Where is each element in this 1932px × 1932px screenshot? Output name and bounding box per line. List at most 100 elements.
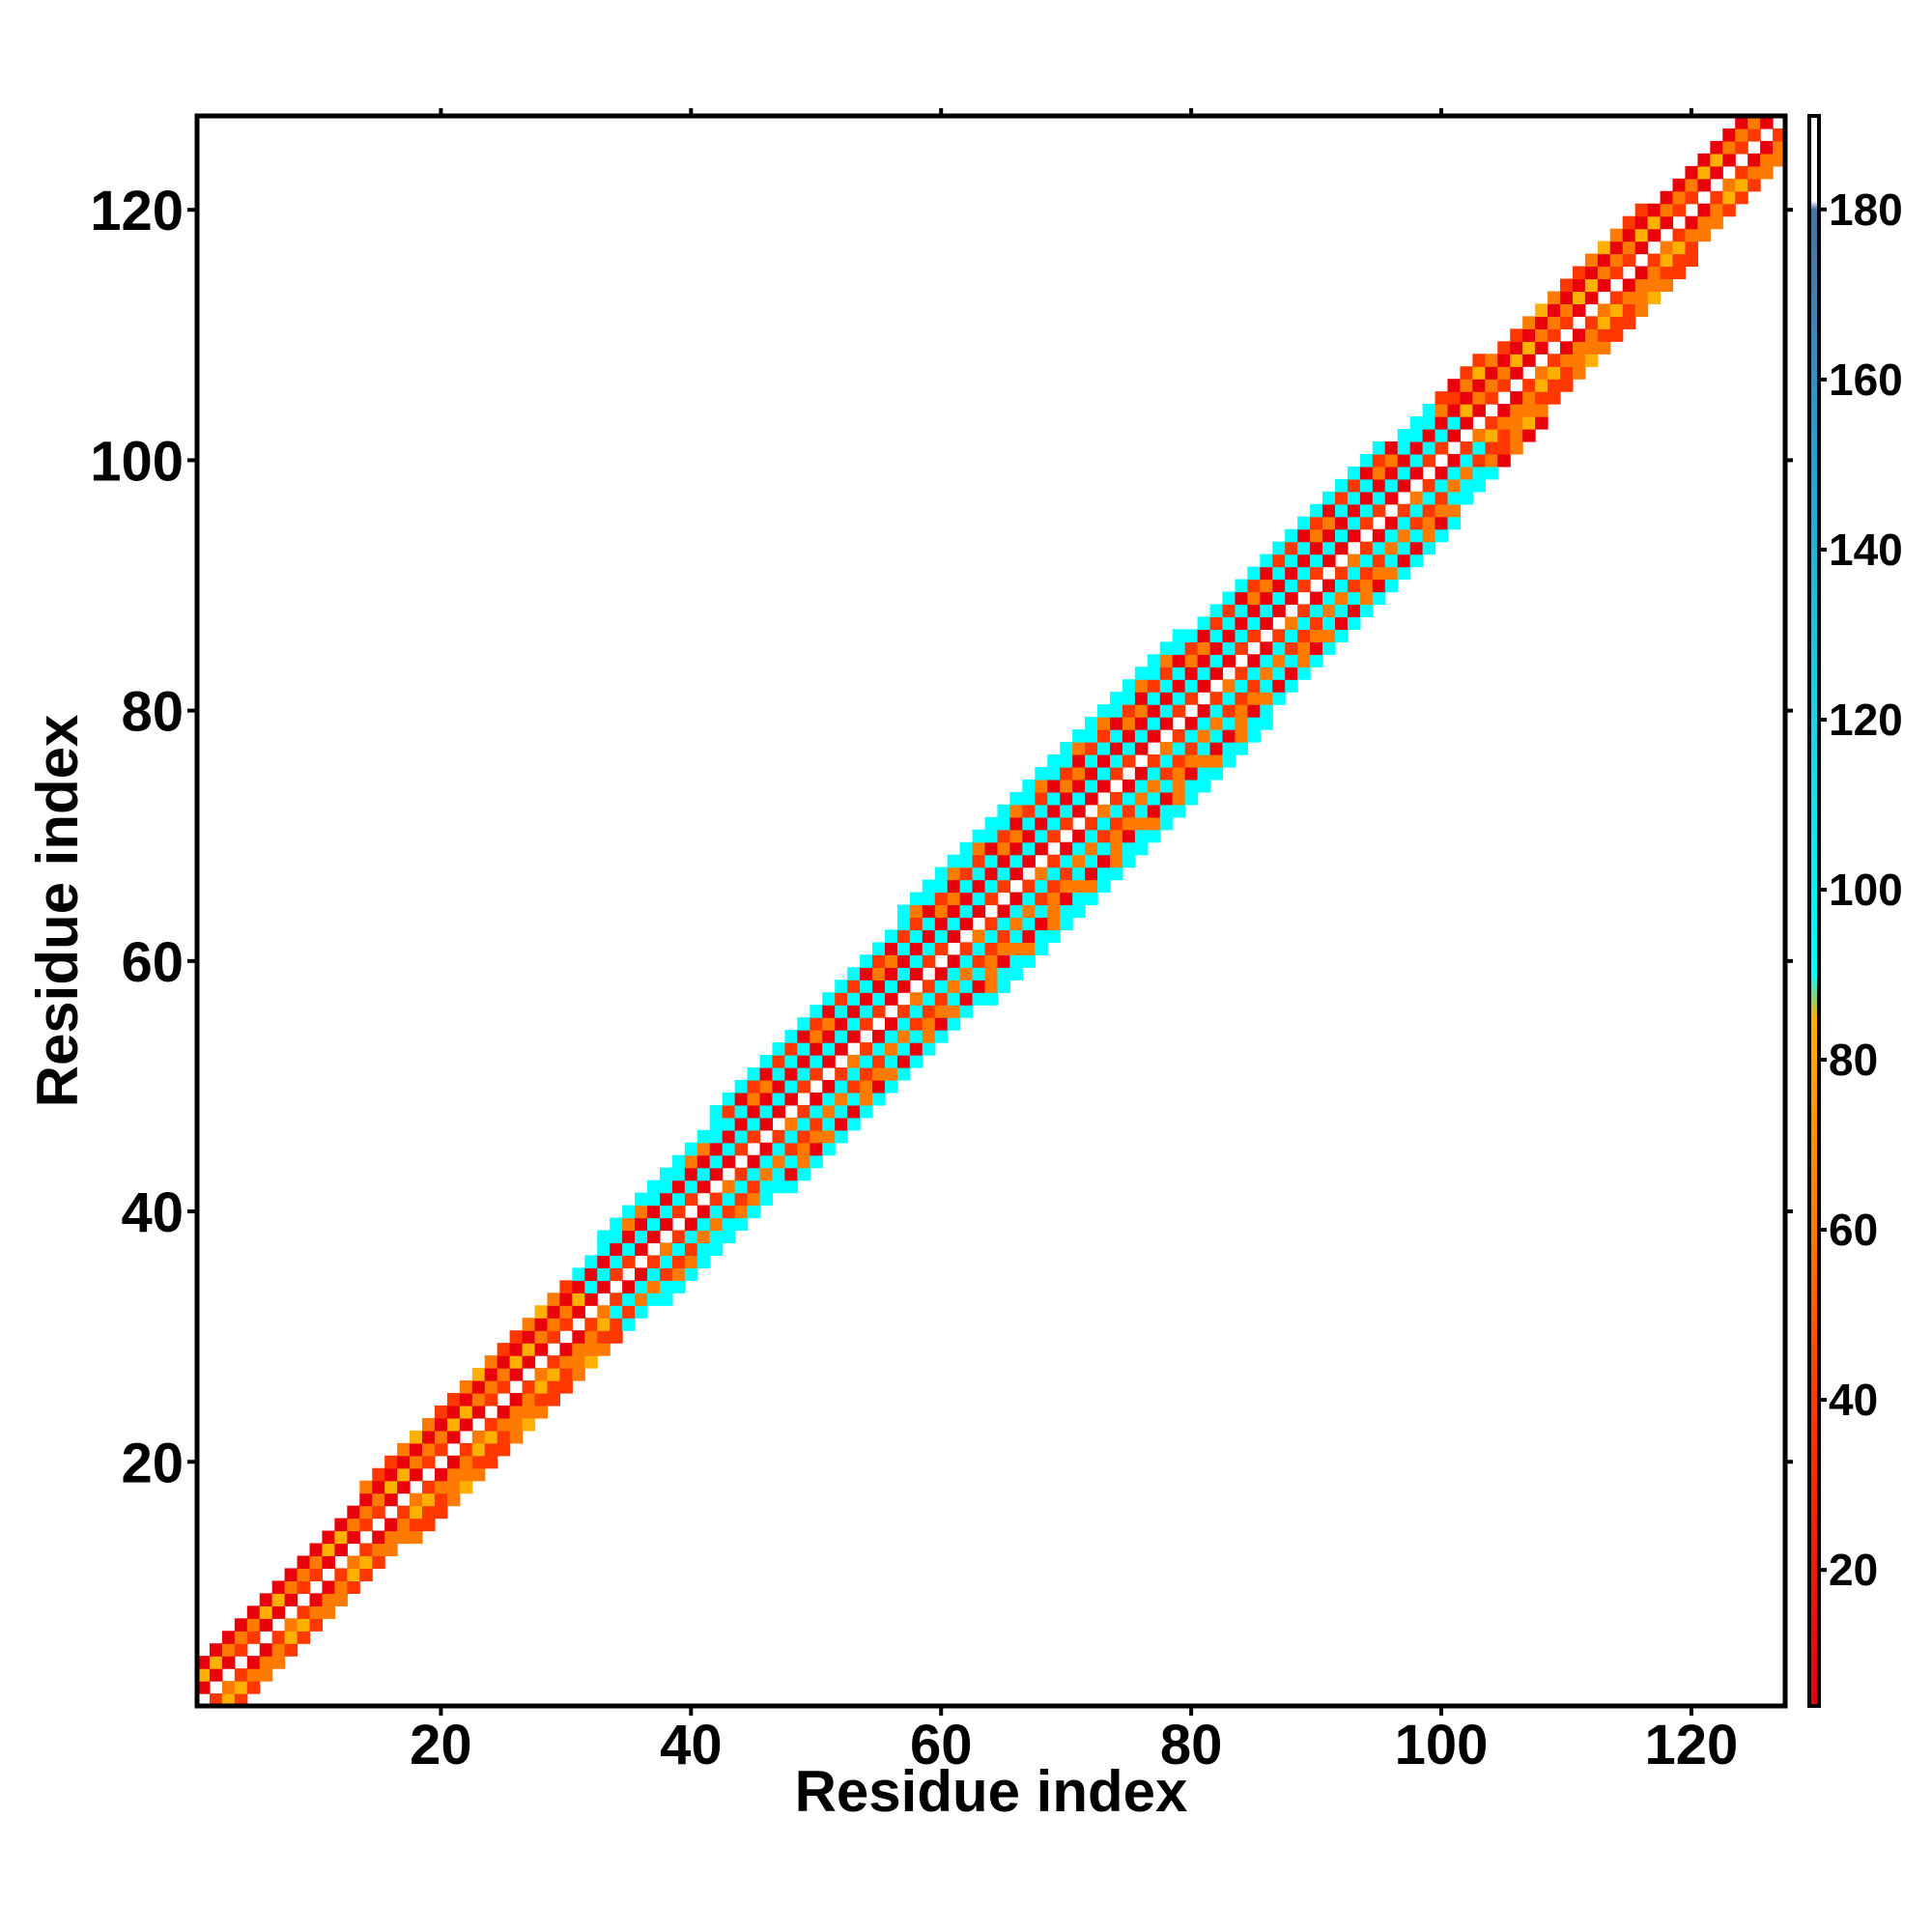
colorbar: 20 40 60 80 100 120 140 160 180 <box>1807 114 1903 1708</box>
heatmap-cell <box>984 967 999 980</box>
heatmap-cell <box>722 1154 736 1169</box>
heatmap-cell <box>1109 692 1123 705</box>
heatmap-cell <box>1009 867 1023 881</box>
heatmap-cell <box>597 1343 611 1356</box>
heatmap-cell <box>1109 766 1123 781</box>
heatmap-cell <box>359 1518 373 1532</box>
heatmap-cell <box>1472 404 1486 417</box>
colorbar-tick-label: 60 <box>1829 1205 1878 1255</box>
heatmap-cell <box>997 867 1011 881</box>
heatmap-cell <box>1122 679 1136 693</box>
heatmap-cell <box>884 1079 898 1094</box>
heatmap-cell <box>1572 303 1586 317</box>
heatmap-cell <box>1372 541 1386 555</box>
heatmap-cell <box>1035 917 1048 931</box>
heatmap-cell <box>1472 466 1486 480</box>
heatmap-cell <box>896 980 911 993</box>
heatmap-cell <box>1397 466 1411 480</box>
heatmap-cell <box>647 1255 661 1268</box>
heatmap-cell <box>1260 554 1273 568</box>
heatmap-cell <box>610 1242 623 1257</box>
heatmap-cell <box>497 1417 511 1432</box>
heatmap-cell <box>1397 478 1411 493</box>
heatmap-cell <box>484 1355 498 1369</box>
heatmap-cell <box>1597 328 1611 342</box>
heatmap-cell <box>547 1355 560 1369</box>
heatmap-cell <box>234 1631 248 1644</box>
heatmap-cell <box>1184 692 1199 705</box>
heatmap-cell <box>1147 829 1161 843</box>
heatmap-cell <box>1047 791 1061 806</box>
heatmap-cell <box>271 1605 286 1619</box>
heatmap-cell <box>622 1255 636 1268</box>
heatmap-cell <box>1435 429 1449 442</box>
heatmap-cell <box>734 1117 749 1131</box>
heatmap-cell <box>1409 516 1424 530</box>
heatmap-cell <box>647 1179 661 1194</box>
colorbar-tick-label: 40 <box>1829 1375 1878 1425</box>
heatmap-cell <box>884 942 898 955</box>
heatmap-cell <box>847 1117 861 1131</box>
heatmap-cell <box>622 1217 636 1232</box>
heatmap-cell <box>446 1430 461 1444</box>
heatmap-cell <box>1060 742 1073 755</box>
heatmap-cell <box>1685 215 1698 230</box>
heatmap-cell <box>1647 278 1662 293</box>
heatmap-cell <box>784 1129 798 1144</box>
heatmap-cell <box>822 1030 836 1043</box>
heatmap-cell <box>1372 591 1386 606</box>
heatmap-cell <box>1710 215 1723 230</box>
heatmap-cell <box>659 1217 673 1232</box>
heatmap-cell <box>1535 379 1548 392</box>
heatmap-cell <box>1285 528 1298 543</box>
heatmap-cell <box>635 1267 648 1281</box>
heatmap-cell <box>1272 667 1286 680</box>
heatmap-cell <box>1472 429 1486 442</box>
heatmap-cell <box>1334 478 1349 493</box>
heatmap-cell <box>1009 829 1023 843</box>
heatmap-cell <box>522 1380 536 1394</box>
heatmap-cell <box>484 1368 498 1381</box>
heatmap-cell <box>860 1017 873 1031</box>
heatmap-cell <box>860 1055 873 1068</box>
heatmap-cell <box>1685 190 1698 205</box>
heatmap-cell <box>459 1380 473 1394</box>
heatmap-cell <box>572 1305 585 1319</box>
heatmap-cell <box>1710 153 1723 167</box>
heatmap-cell <box>1197 729 1211 743</box>
heatmap-cell <box>1422 541 1436 555</box>
heatmap-cell <box>1209 704 1224 718</box>
heatmap-cell <box>234 1681 248 1694</box>
heatmap-cell <box>1134 766 1149 781</box>
heatmap-cell <box>597 1318 611 1331</box>
heatmap-cell <box>1584 291 1599 305</box>
heatmap-cell <box>959 992 974 1006</box>
heatmap-cell <box>410 1467 423 1482</box>
heatmap-cell <box>234 1693 248 1707</box>
heatmap-cell <box>1147 804 1161 818</box>
heatmap-cell <box>1035 829 1048 843</box>
heatmap-cell <box>1735 116 1748 129</box>
heatmap-cell <box>1009 816 1023 831</box>
heatmap-cell <box>1472 478 1486 493</box>
heatmap-cell <box>1322 503 1336 518</box>
heatmap-cell <box>1085 779 1098 793</box>
heatmap-cell <box>597 1267 611 1281</box>
heatmap-cell <box>559 1380 573 1394</box>
heatmap-cell <box>221 1656 236 1669</box>
heatmap-cell <box>1109 717 1123 730</box>
heatmap-cell <box>1297 566 1311 581</box>
heatmap-cell <box>1597 266 1611 280</box>
heatmap-cell <box>297 1605 311 1619</box>
heatmap-cell <box>1559 278 1574 293</box>
heatmap-cell <box>1009 929 1023 943</box>
heatmap-cell <box>446 1467 461 1482</box>
heatmap-cell <box>1097 829 1111 843</box>
heatmap-cell <box>1372 554 1386 568</box>
heatmap-cell <box>1447 516 1462 530</box>
heatmap-cell <box>1060 854 1073 868</box>
heatmap-cell <box>1710 190 1723 205</box>
heatmap-cell <box>984 929 999 943</box>
heatmap-cell <box>434 1480 448 1494</box>
